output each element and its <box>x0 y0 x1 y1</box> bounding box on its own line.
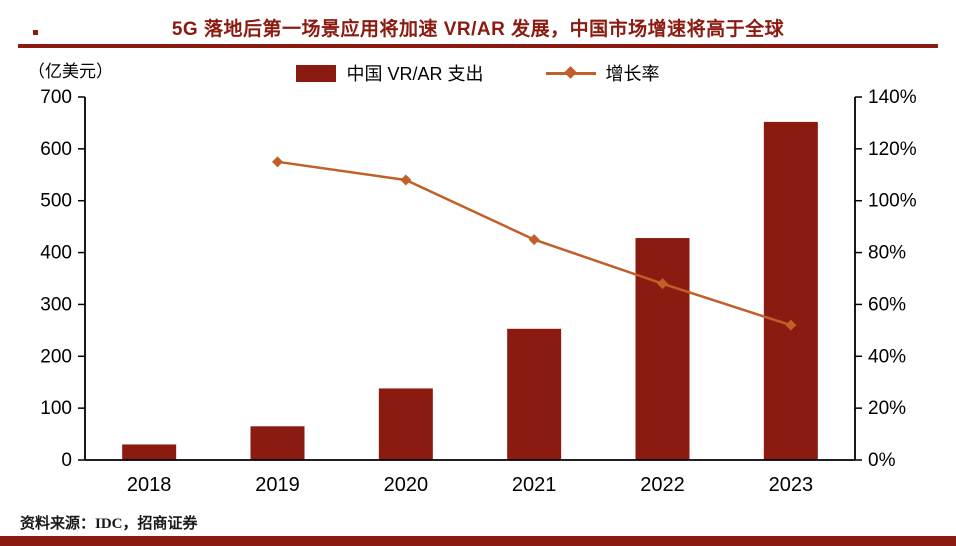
left-axis-tick-label: 700 <box>40 87 72 108</box>
x-axis-label-2021: 2021 <box>512 474 557 496</box>
left-axis-tick-label: 300 <box>40 294 72 315</box>
bar-2022 <box>635 238 690 460</box>
x-axis-label-2020: 2020 <box>384 474 429 496</box>
x-axis-label-2023: 2023 <box>769 474 814 496</box>
left-axis-tick-label: 100 <box>40 398 72 419</box>
legend-item-bar: 中国 VR/AR 支出 <box>296 60 484 86</box>
right-axis-tick-label: 80% <box>868 243 906 264</box>
bar-swatch-icon <box>296 64 337 82</box>
footer-bar <box>0 536 956 546</box>
x-axis-label-2022: 2022 <box>640 474 685 496</box>
left-axis-tick-label: 600 <box>40 139 72 160</box>
x-axis-label-2018: 2018 <box>127 474 172 496</box>
right-axis-tick-label: 40% <box>868 346 906 367</box>
x-axis-label-2019: 2019 <box>255 474 300 496</box>
title-bullet <box>33 30 38 35</box>
source-note: 资料来源：IDC，招商证券 <box>20 516 198 532</box>
legend-item-line: 增长率 <box>545 60 660 86</box>
right-axis-tick-label: 20% <box>868 398 906 419</box>
line-marker-icon <box>545 66 596 79</box>
left-axis-tick-label: 500 <box>40 191 72 212</box>
chart-svg: 0 100 200 300 400 500 600 700 0% 20% 40% 60% 80% 100%… <box>40 87 917 496</box>
title-rule <box>18 44 938 48</box>
diamond-marker <box>400 174 412 186</box>
chart-legend: 中国 VR/AR 支出 增长率 <box>0 60 956 86</box>
left-axis-tick-label: 200 <box>40 346 72 367</box>
legend-line-label: 增长率 <box>605 64 660 84</box>
left-axis-tick-label: 400 <box>40 243 72 264</box>
legend-bar-label: 中国 VR/AR 支出 <box>346 64 484 84</box>
bar-2021 <box>507 328 562 460</box>
diamond-marker <box>528 234 540 246</box>
bar-2019 <box>250 426 305 460</box>
page-title: 5G 落地后第一场景应用将加速 VR/AR 发展，中国市场增速将高于全球 <box>171 19 785 40</box>
left-axis-tick-label: 0 <box>61 450 72 471</box>
diamond-marker <box>272 156 283 168</box>
right-axis-tick-label: 120% <box>868 139 917 160</box>
diamond-icon <box>563 66 577 79</box>
diamond-marker <box>657 278 668 290</box>
right-axis-tick-label: 0% <box>868 450 896 471</box>
axis-unit-label: （亿美元） <box>28 62 113 81</box>
bar-2020 <box>378 388 433 460</box>
title-row: 5G 落地后第一场景应用将加速 VR/AR 发展，中国市场增速将高于全球 <box>0 14 956 41</box>
right-axis-tick-label: 60% <box>868 294 906 315</box>
diamond-marker <box>785 319 797 331</box>
right-axis-tick-label: 140% <box>868 87 917 108</box>
bar-2023 <box>763 121 818 461</box>
right-axis-tick-label: 100% <box>868 191 917 212</box>
bar-2018 <box>122 444 177 460</box>
